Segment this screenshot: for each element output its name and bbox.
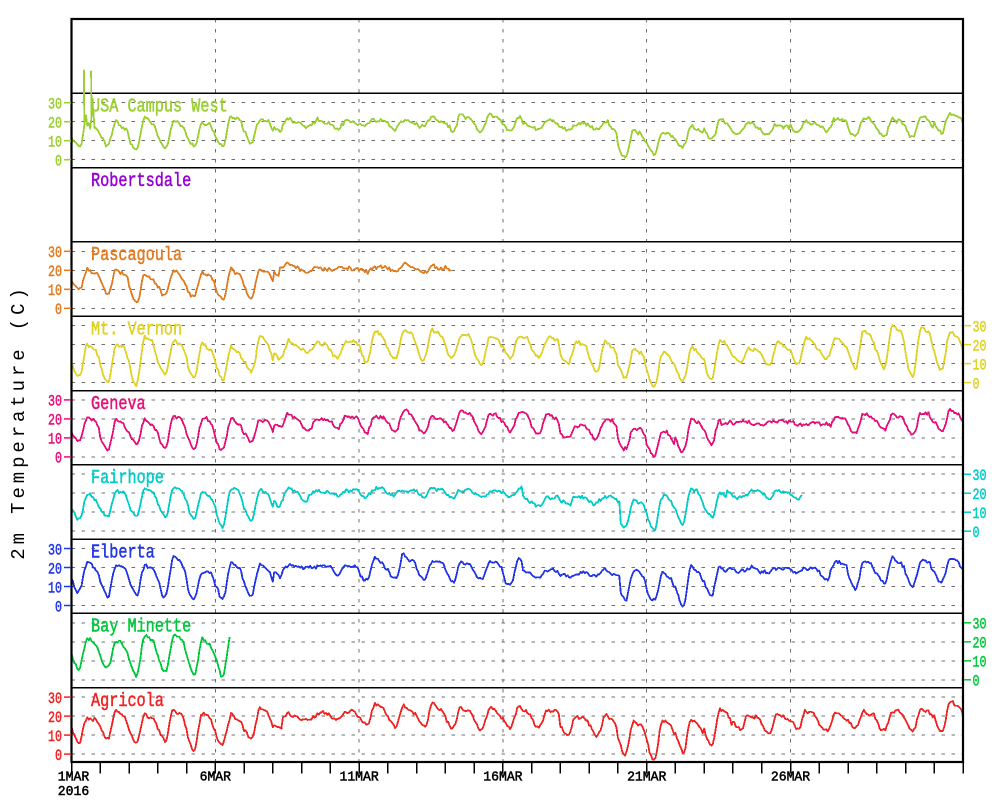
svg-text:0: 0	[55, 153, 62, 171]
svg-text:USA Campus West: USA Campus West	[91, 97, 228, 118]
svg-text:10: 10	[48, 728, 62, 746]
svg-text:20: 20	[973, 338, 987, 356]
svg-text:6MAR: 6MAR	[200, 769, 231, 784]
svg-text:10: 10	[48, 431, 62, 449]
svg-text:10: 10	[48, 283, 62, 301]
svg-text:20: 20	[48, 709, 62, 727]
svg-text:30: 30	[48, 690, 62, 708]
svg-text:10: 10	[48, 580, 62, 598]
svg-text:0: 0	[973, 673, 980, 691]
svg-text:20: 20	[48, 412, 62, 430]
svg-text:20: 20	[48, 561, 62, 579]
svg-text:10: 10	[973, 654, 987, 672]
svg-text:0: 0	[55, 599, 62, 617]
svg-text:30: 30	[973, 319, 987, 337]
svg-text:0: 0	[55, 747, 62, 765]
svg-text:30: 30	[48, 96, 62, 114]
svg-text:10: 10	[48, 134, 62, 152]
svg-text:0: 0	[973, 524, 980, 542]
svg-text:20: 20	[48, 115, 62, 133]
svg-text:20: 20	[973, 635, 987, 653]
svg-text:Fairhope: Fairhope	[91, 469, 164, 490]
svg-text:30: 30	[48, 542, 62, 560]
svg-text:Bay Minette: Bay Minette	[91, 617, 191, 638]
svg-text:26MAR: 26MAR	[771, 769, 810, 784]
svg-text:Geneva: Geneva	[91, 394, 146, 415]
svg-text:Pascagoula: Pascagoula	[91, 246, 182, 267]
svg-text:Robertsdale: Robertsdale	[91, 172, 191, 193]
svg-text:0: 0	[55, 450, 62, 468]
svg-text:30: 30	[973, 467, 987, 485]
svg-text:1MAR: 1MAR	[58, 769, 89, 784]
svg-text:Agricola: Agricola	[91, 692, 164, 713]
svg-text:Elberta: Elberta	[91, 543, 155, 564]
svg-text:Mt. Vernon: Mt. Vernon	[91, 320, 182, 341]
svg-text:30: 30	[973, 616, 987, 634]
svg-text:10: 10	[973, 357, 987, 375]
svg-text:2016: 2016	[58, 784, 89, 799]
svg-text:20: 20	[973, 486, 987, 504]
svg-text:0: 0	[55, 302, 62, 320]
svg-text:0: 0	[973, 376, 980, 394]
svg-text:11MAR: 11MAR	[339, 769, 378, 784]
svg-text:20: 20	[48, 264, 62, 282]
svg-text:10: 10	[973, 505, 987, 523]
svg-text:30: 30	[48, 393, 62, 411]
svg-text:16MAR: 16MAR	[483, 769, 522, 784]
svg-text:21MAR: 21MAR	[627, 769, 666, 784]
svg-text:2m Temperature (C): 2m Temperature (C)	[8, 284, 30, 559]
svg-text:30: 30	[48, 245, 62, 263]
